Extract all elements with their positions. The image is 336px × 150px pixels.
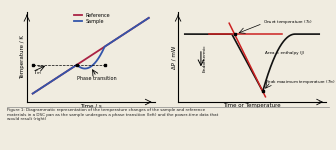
Sample bbox=[100, 52, 104, 54]
Reference bbox=[126, 31, 130, 32]
Text: Onset temperature ($T_o$): Onset temperature ($T_o$) bbox=[263, 18, 313, 26]
Sample bbox=[86, 67, 90, 69]
Text: $T_m$: $T_m$ bbox=[33, 68, 42, 77]
Line: Reference: Reference bbox=[33, 18, 149, 94]
Text: Area = enthalpy (J): Area = enthalpy (J) bbox=[265, 51, 305, 55]
X-axis label: Time / s: Time / s bbox=[80, 103, 101, 108]
Text: Peak maximum temperature ($T_m$): Peak maximum temperature ($T_m$) bbox=[265, 78, 336, 85]
Reference bbox=[147, 17, 151, 19]
Text: Endothermic: Endothermic bbox=[203, 45, 207, 72]
Reference bbox=[31, 93, 35, 94]
Y-axis label: ΔP / mW: ΔP / mW bbox=[172, 45, 177, 69]
Legend: Reference, Sample: Reference, Sample bbox=[74, 13, 111, 25]
Reference bbox=[93, 52, 97, 54]
Reference bbox=[86, 57, 90, 59]
Sample bbox=[93, 61, 97, 63]
X-axis label: Time or Temperature: Time or Temperature bbox=[223, 103, 281, 108]
Line: Sample: Sample bbox=[33, 18, 149, 94]
Sample bbox=[31, 93, 35, 94]
Reference bbox=[100, 48, 104, 50]
Sample bbox=[126, 31, 130, 32]
Sample bbox=[147, 17, 151, 19]
Sample bbox=[86, 67, 90, 69]
Reference bbox=[144, 19, 148, 21]
Text: Figure 1: Diagrammatic representation of the temperature changes of the sample a: Figure 1: Diagrammatic representation of… bbox=[7, 108, 218, 121]
Text: Phase transition: Phase transition bbox=[77, 76, 116, 81]
Sample bbox=[144, 19, 148, 21]
Reference bbox=[86, 56, 90, 58]
Y-axis label: Temperature / K: Temperature / K bbox=[20, 35, 26, 79]
